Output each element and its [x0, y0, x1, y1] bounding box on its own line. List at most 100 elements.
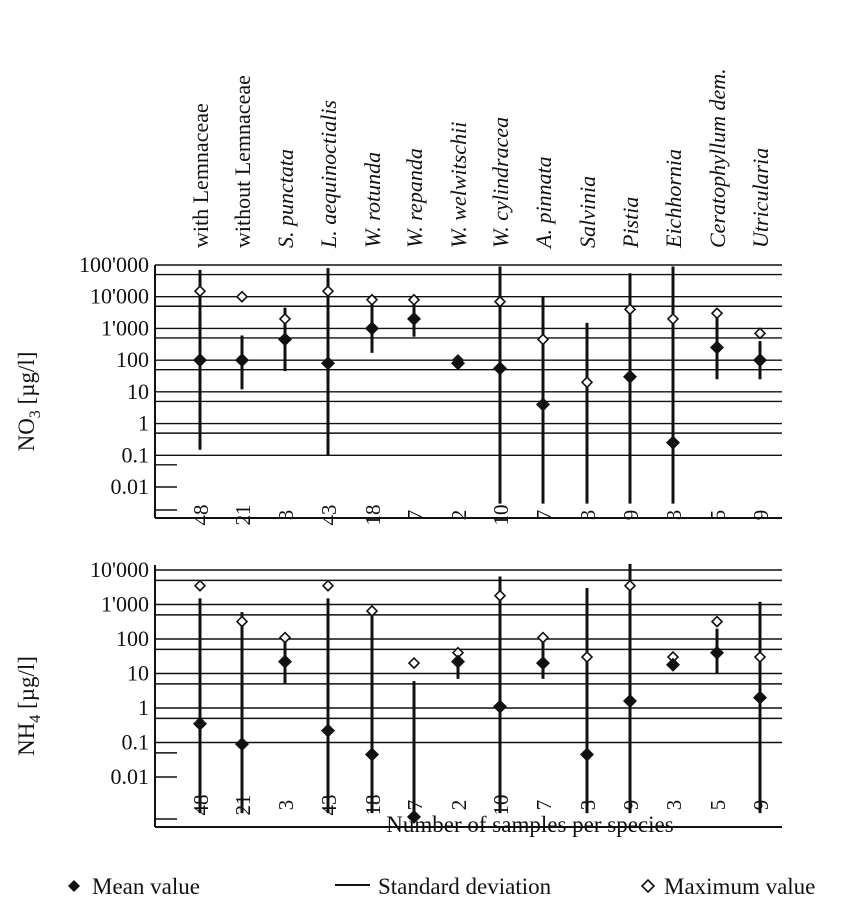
y-axis-title: NO3 [µg/l] [14, 352, 44, 452]
category-label: L. aequinoctialis [316, 100, 341, 249]
y-tick-label: 100 [116, 347, 149, 372]
max-value-marker [193, 284, 207, 298]
category-label: W. cylindracea [488, 117, 513, 248]
y-tick-label: 100'000 [79, 252, 149, 277]
mean-value-marker [493, 699, 507, 714]
mean-value-marker [536, 397, 550, 412]
mean-value-marker [235, 737, 249, 752]
max-value-marker [753, 650, 767, 664]
y-tick-label: 100 [116, 626, 149, 651]
category-label: Eichhornia [661, 149, 686, 249]
y-tick-label: 1 [138, 695, 149, 720]
legend-max-label: Maximum value [664, 874, 815, 899]
legend-mean-marker [68, 880, 80, 892]
max-value-marker [235, 615, 249, 628]
y-tick-label: 10 [127, 379, 149, 404]
category-label: without Lemnaceae [230, 75, 255, 248]
max-value-marker [278, 312, 292, 326]
sample-count-label: 3 [274, 800, 298, 811]
mean-value-marker [278, 332, 292, 347]
legend-max-marker [640, 878, 656, 894]
sample-count-label: 7 [532, 800, 556, 811]
sample-count-label: 3 [576, 510, 600, 521]
sample-count-label: 2 [447, 800, 471, 811]
max-value-marker [710, 307, 724, 320]
category-label: with Lemnaceae [188, 103, 213, 248]
category-label: Utricularia [748, 148, 773, 248]
sample-count-label: 3 [274, 510, 298, 521]
max-value-marker [710, 615, 724, 628]
mean-value-marker [580, 747, 594, 762]
category-label: S. punctata [273, 149, 298, 248]
legend: Mean value Standard deviation Maximum va… [68, 874, 815, 899]
sample-count-label: 43 [317, 505, 341, 526]
y-tick-label: 10'000 [90, 284, 149, 309]
max-value-marker [623, 303, 637, 316]
mean-value-marker [623, 693, 637, 708]
max-value-marker [407, 293, 421, 306]
max-value-marker [321, 284, 335, 298]
y-tick-label: 0.1 [122, 730, 150, 755]
mean-value-marker [193, 716, 207, 731]
max-value-marker [753, 327, 767, 340]
category-label: W. rotunda [360, 152, 385, 248]
y-tick-label: 1'000 [101, 592, 149, 617]
sample-count-label: 5 [706, 510, 730, 521]
sample-count-label: 3 [662, 800, 686, 811]
max-value-marker [493, 589, 507, 602]
mean-value-marker [710, 645, 724, 660]
mean-value-marker [321, 723, 335, 738]
mean-value-marker [536, 656, 550, 671]
max-value-marker [321, 579, 335, 592]
sample-count-label: 48 [189, 505, 213, 526]
max-value-marker [235, 290, 249, 303]
category-label: W. repanda [402, 148, 427, 248]
mean-value-marker [278, 654, 292, 669]
max-value-marker [365, 293, 379, 306]
y-tick-label: 0.01 [111, 764, 150, 789]
mean-value-marker [666, 657, 680, 672]
mean-value-marker [365, 321, 379, 336]
y-tick-label: 10 [127, 661, 149, 686]
sample-count-label: 18 [361, 505, 385, 526]
mean-value-marker [753, 353, 767, 368]
mean-value-marker [666, 435, 680, 450]
mean-value-marker [493, 361, 507, 376]
sample-count-label: 2 [447, 510, 471, 521]
max-value-marker [580, 650, 594, 664]
category-label: Ceratophyllum dem. [705, 68, 730, 248]
y-tick-label: 1'000 [101, 315, 149, 340]
mean-value-marker [407, 311, 421, 326]
max-value-marker [193, 579, 207, 592]
sample-count-label: 7 [403, 510, 427, 521]
mean-value-marker [407, 809, 421, 824]
y-tick-label: 1 [138, 411, 149, 436]
max-value-marker [580, 376, 594, 389]
mean-value-marker [451, 356, 465, 371]
category-label: Pistia [618, 197, 643, 249]
max-value-marker [407, 656, 421, 670]
y-tick-label: 0.1 [122, 442, 150, 467]
max-value-marker [666, 312, 680, 326]
y-tick-label: 10'000 [90, 557, 149, 582]
max-value-marker [536, 333, 550, 346]
mean-value-marker [623, 369, 637, 384]
max-value-marker [365, 604, 379, 618]
mean-value-marker [235, 353, 249, 368]
mean-value-marker [451, 654, 465, 669]
mean-value-marker [365, 747, 379, 762]
mean-value-marker [753, 690, 767, 705]
category-label: W. welwitschii [446, 122, 471, 248]
no3-panel: 0.01 0.1 1 10 100 1'000 10'000 100'000 NO3 [µg/l… [14, 252, 782, 526]
category-label: A. pinnata [531, 156, 556, 250]
y-axis-title: NH4 [µg/l] [14, 656, 44, 756]
sample-count-label: 5 [706, 800, 730, 811]
sample-count-label: 10 [489, 505, 513, 526]
sample-count-label: 3 [662, 510, 686, 521]
max-value-marker [536, 631, 550, 644]
legend-mean-label: Mean value [92, 874, 200, 899]
y-tick-label: 0.01 [111, 474, 150, 499]
sample-count-label: 9 [749, 510, 773, 521]
mean-value-marker [193, 353, 207, 368]
